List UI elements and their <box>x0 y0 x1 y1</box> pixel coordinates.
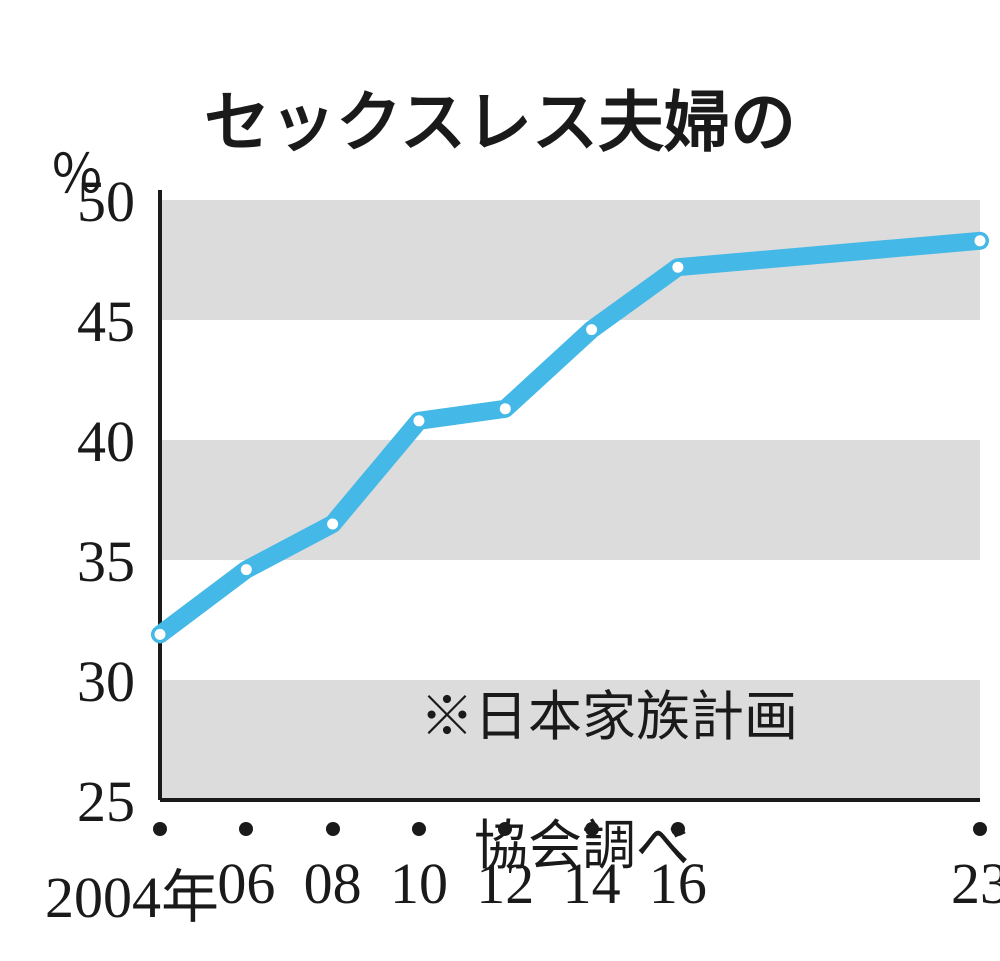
data-marker <box>498 402 512 416</box>
y-tick-label: 35 <box>0 528 135 595</box>
y-tick-label: 25 <box>0 768 135 835</box>
data-marker <box>153 627 167 641</box>
data-marker <box>585 323 599 337</box>
data-marker <box>671 260 685 274</box>
chart-root: セックスレス夫婦の 割合の推移 ％ ※日本家族計画 協会調べ 253035404… <box>0 0 1000 961</box>
x-tick-dot <box>671 822 685 836</box>
y-tick-label: 50 <box>0 168 135 235</box>
y-tick-label: 30 <box>0 648 135 715</box>
x-tick-dot <box>153 822 167 836</box>
x-tick-dot <box>412 822 426 836</box>
source-note: ※日本家族計画 協会調べ <box>420 620 798 879</box>
data-marker <box>412 414 426 428</box>
x-tick-label: 16 <box>618 850 738 917</box>
x-tick-dot <box>326 822 340 836</box>
x-tick-label: 23 <box>920 850 1000 917</box>
y-tick-label: 40 <box>0 408 135 475</box>
data-marker <box>973 234 987 248</box>
data-marker <box>326 517 340 531</box>
data-marker <box>239 563 253 577</box>
x-tick-dot <box>585 822 599 836</box>
x-tick-dot <box>973 822 987 836</box>
source-note-line1: ※日本家族計画 <box>420 687 798 747</box>
y-tick-label: 45 <box>0 288 135 355</box>
